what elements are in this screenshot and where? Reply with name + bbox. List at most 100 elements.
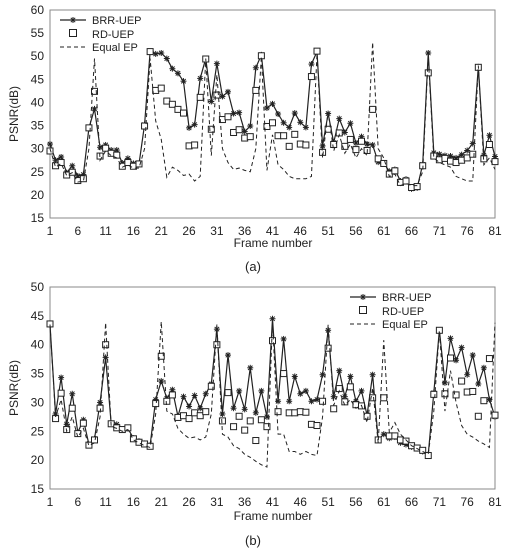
- rd-uep-point: [207, 125, 215, 133]
- brr-uep-point: [307, 60, 315, 68]
- brr-uep-point: [285, 397, 293, 405]
- x-tick-label: 71: [433, 495, 447, 509]
- brr-uep-point: [458, 344, 466, 352]
- series-layer: [46, 315, 499, 468]
- x-tick-label: 6: [74, 495, 81, 509]
- rd-uep-point: [141, 122, 149, 130]
- y-tick-label: 55: [31, 26, 45, 40]
- brr-uep-point: [91, 105, 98, 113]
- rd-uep-point: [85, 441, 93, 449]
- brr-uep-point: [269, 100, 276, 108]
- x-tick-label: 11: [99, 224, 112, 238]
- x-tick-label: 16: [127, 495, 141, 509]
- rd-uep-point: [85, 124, 93, 132]
- x-tick-label: 1: [47, 224, 54, 238]
- rd-uep-point: [124, 424, 132, 432]
- rd-uep-point: [363, 412, 371, 420]
- y-tick-labels: 15 20 25 30 35 40 45 50 55 60: [31, 3, 45, 225]
- rd-uep-point: [168, 100, 176, 108]
- rd-uep-point: [380, 159, 388, 167]
- x-tick-label: 36: [238, 495, 252, 509]
- panel-caption: (a): [245, 259, 261, 274]
- y-tick-label: 15: [31, 211, 45, 225]
- rd-uep-point: [474, 412, 482, 420]
- y-tick-labels: 15 20 25 30 35 40 45 50: [31, 280, 45, 496]
- rd-uep-point: [168, 391, 176, 399]
- x-axis-label: Frame number: [234, 236, 313, 250]
- rd-uep-point: [196, 93, 204, 101]
- x-tick-label: 66: [405, 495, 419, 509]
- rd-uep-point: [269, 337, 276, 345]
- rd-uep-point: [324, 125, 332, 133]
- x-tick-label: 11: [99, 495, 112, 509]
- rd-uep-point: [291, 130, 299, 138]
- brr-uep-point: [302, 123, 310, 131]
- y-tick-label: 35: [31, 119, 45, 133]
- legend-label-brr-uep: BRR-UEP: [382, 292, 432, 304]
- brr-uep-point: [263, 104, 271, 112]
- brr-uep-point: [224, 351, 232, 359]
- x-tick-label: 1: [47, 495, 54, 509]
- legend-label-equal-ep: Equal EP: [92, 42, 138, 54]
- rd-uep-point: [263, 423, 271, 431]
- brr-uep-point: [346, 119, 354, 127]
- brr-uep-point: [174, 69, 182, 77]
- rd-uep-point: [430, 390, 438, 398]
- rd-uep-point: [152, 400, 160, 408]
- brr-uep-point: [469, 351, 477, 359]
- rd-uep-point: [447, 354, 454, 362]
- legend-star-marker: [69, 16, 77, 24]
- brr-uep-point: [280, 119, 288, 127]
- rd-uep-point: [380, 394, 388, 402]
- rd-uep-point: [180, 109, 187, 117]
- rd-uep-point: [213, 91, 221, 99]
- rd-uep-point: [307, 73, 315, 81]
- x-tick-label: 61: [377, 495, 391, 509]
- rd-uep-point: [441, 390, 449, 398]
- brr-uep-point: [57, 374, 65, 382]
- brr-uep-point: [269, 315, 276, 323]
- brr-uep-point: [291, 372, 299, 380]
- brr-uep-point: [46, 140, 54, 148]
- x-tick-label: 16: [127, 224, 141, 238]
- x-tick-label: 56: [349, 495, 363, 509]
- y-tick-label: 30: [31, 142, 45, 156]
- brr-uep-point: [335, 367, 343, 375]
- brr-uep-point: [185, 124, 193, 132]
- brr-uep-point: [180, 77, 187, 85]
- brr-uep-point: [224, 88, 232, 96]
- brr-uep-point: [207, 98, 215, 106]
- legend-label-rd-uep: RD-UEP: [382, 306, 424, 318]
- x-tick-labels: 1 6 11 16 21 26 31 36 41 46 51 56 61 66 71 76 81: [47, 495, 502, 509]
- brr-uep-point: [485, 131, 493, 139]
- rd-uep-point: [285, 142, 293, 150]
- legend-star-marker: [359, 293, 367, 301]
- x-tick-label: 81: [488, 495, 502, 509]
- brr-uep-point: [274, 110, 282, 118]
- rd-uep-point: [224, 389, 232, 397]
- rd-uep-point: [391, 432, 399, 440]
- x-tick-label: 31: [210, 495, 224, 509]
- rd-uep-point: [135, 160, 143, 168]
- rd-uep-point: [224, 113, 232, 121]
- y-tick-label: 25: [31, 165, 45, 179]
- rd-uep-point: [358, 137, 365, 145]
- rd-uep-point: [452, 391, 460, 399]
- brr-uep-point: [474, 380, 482, 388]
- rd-uep-point: [469, 387, 477, 395]
- x-tick-label: 76: [461, 224, 475, 238]
- rd-uep-point: [280, 132, 288, 140]
- legend-label-equal-ep: Equal EP: [382, 319, 428, 331]
- brr-uep-point: [185, 402, 193, 410]
- rd-uep-point: [102, 341, 110, 349]
- brr-uep-point: [291, 109, 299, 117]
- panel-caption: (b): [245, 533, 261, 548]
- rd-uep-point: [302, 141, 310, 149]
- rd-uep-point: [263, 122, 271, 130]
- rd-uep-point: [341, 142, 349, 150]
- brr-uep-point: [202, 390, 210, 398]
- rd-uep-point: [202, 408, 210, 416]
- legend: BRR-UEP RD-UEP Equal EP: [60, 15, 142, 54]
- rd-uep-point: [124, 159, 132, 167]
